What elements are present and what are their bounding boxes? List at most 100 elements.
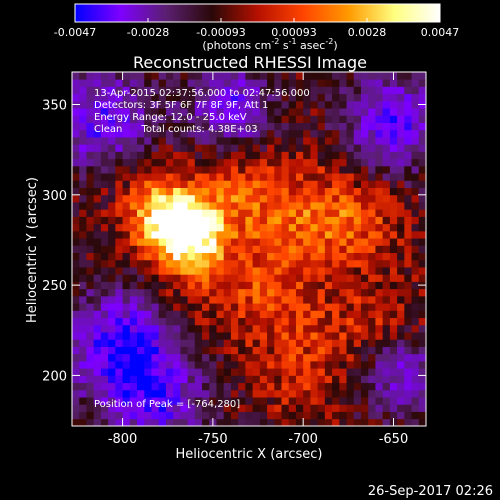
y-tick-label: 350: [42, 99, 67, 114]
heatmap-cell: [151, 122, 160, 131]
heatmap-cell: [223, 209, 232, 217]
heatmap-cell: [108, 238, 116, 246]
heatmap-cell: [194, 209, 203, 217]
heatmap-cell: [267, 194, 275, 203]
heatmap-cell: [418, 158, 426, 167]
heatmap-cell: [72, 252, 80, 261]
heatmap-cell: [158, 216, 167, 225]
heatmap-cell: [332, 274, 340, 282]
heatmap-cell: [223, 288, 232, 297]
heatmap-cell: [223, 129, 232, 138]
heatmap-cell: [267, 144, 275, 152]
heatmap-cell: [389, 375, 398, 384]
heatmap-cell: [375, 151, 384, 160]
heatmap-cell: [252, 108, 261, 116]
heatmap-cell: [382, 368, 391, 376]
heatmap-cell: [267, 79, 275, 87]
heatmap-cell: [368, 375, 376, 384]
heatmap-cell: [158, 194, 167, 203]
heatmap-cell: [151, 339, 160, 347]
heatmap-cell: [108, 137, 116, 145]
heatmap-cell: [281, 187, 290, 196]
heatmap-cell: [216, 382, 225, 391]
heatmap-cell: [144, 310, 152, 319]
heatmap-cell: [144, 209, 152, 217]
heatmap-cell: [202, 267, 210, 275]
heatmap-cell: [151, 180, 160, 188]
heatmap-cell: [411, 274, 420, 282]
heatmap-cell: [382, 245, 391, 254]
heatmap-cell: [180, 115, 188, 123]
heatmap-cell: [368, 223, 376, 232]
heatmap-cell: [238, 418, 246, 426]
heatmap-cell: [79, 382, 87, 391]
heatmap-cell: [339, 173, 347, 181]
heatmap-cell: [129, 216, 138, 225]
heatmap-cell: [115, 209, 123, 217]
heatmap-cell: [295, 267, 304, 275]
heatmap-cell: [288, 86, 297, 95]
heatmap-cell: [339, 411, 347, 420]
heatmap-cell: [317, 187, 326, 196]
heatmap-cell: [368, 339, 376, 347]
heatmap-cell: [288, 389, 297, 398]
heatmap-cell: [317, 353, 326, 362]
heatmap-cell: [397, 129, 405, 138]
heatmap-cell: [129, 368, 138, 376]
heatmap-cell: [267, 404, 275, 412]
heatmap-cell: [187, 238, 196, 246]
heatmap-cell: [108, 165, 116, 174]
heatmap-cell: [209, 180, 217, 188]
heatmap-cell: [303, 93, 311, 102]
heatmap-cell: [194, 375, 203, 384]
heatmap-cell: [418, 404, 426, 412]
heatmap-cell: [100, 418, 109, 426]
heatmap-cell: [93, 295, 102, 304]
heatmap-cell: [274, 223, 282, 232]
heatmap-cell: [339, 353, 347, 362]
heatmap-cell: [360, 267, 369, 275]
heatmap-cell: [317, 411, 326, 420]
heatmap-cell: [151, 223, 160, 232]
heatmap-cell: [137, 375, 145, 384]
heatmap-cell: [180, 332, 188, 340]
heatmap-cell: [86, 115, 95, 123]
heatmap-cell: [295, 180, 304, 188]
heatmap-cell: [397, 411, 405, 420]
heatmap-cell: [108, 158, 116, 167]
heatmap-cell: [411, 353, 420, 362]
heatmap-cell: [108, 310, 116, 319]
heatmap-cell: [368, 346, 376, 355]
heatmap-cell: [353, 274, 362, 282]
heatmap-cell: [382, 108, 391, 116]
heatmap-cell: [108, 245, 116, 254]
heatmap-cell: [137, 389, 145, 398]
heatmap-cell: [295, 317, 304, 326]
heatmap-cell: [100, 129, 109, 138]
heatmap-cell: [353, 317, 362, 326]
heatmap-cell: [310, 382, 319, 391]
heatmap-cell: [397, 137, 405, 145]
heatmap-cell: [108, 267, 116, 275]
heatmap-cell: [382, 411, 391, 420]
heatmap-cell: [216, 346, 225, 355]
heatmap-cell: [187, 72, 196, 80]
heatmap-cell: [274, 180, 282, 188]
heatmap-cell: [223, 368, 232, 376]
heatmap-cell: [230, 238, 239, 246]
heatmap-cell: [209, 129, 217, 138]
heatmap-cell: [404, 332, 412, 340]
heatmap-cell: [238, 368, 246, 376]
heatmap-cell: [368, 202, 376, 210]
heatmap-cell: [144, 346, 152, 355]
heatmap-cell: [303, 122, 311, 131]
heatmap-cell: [129, 404, 138, 412]
heatmap-cell: [122, 165, 131, 174]
colorbar-tick-label: -0.0047: [54, 26, 96, 39]
heatmap-cell: [93, 187, 102, 196]
heatmap-cell: [288, 245, 297, 254]
heatmap-cell: [389, 79, 398, 87]
heatmap-cell: [216, 389, 225, 398]
heatmap-cell: [108, 389, 116, 398]
